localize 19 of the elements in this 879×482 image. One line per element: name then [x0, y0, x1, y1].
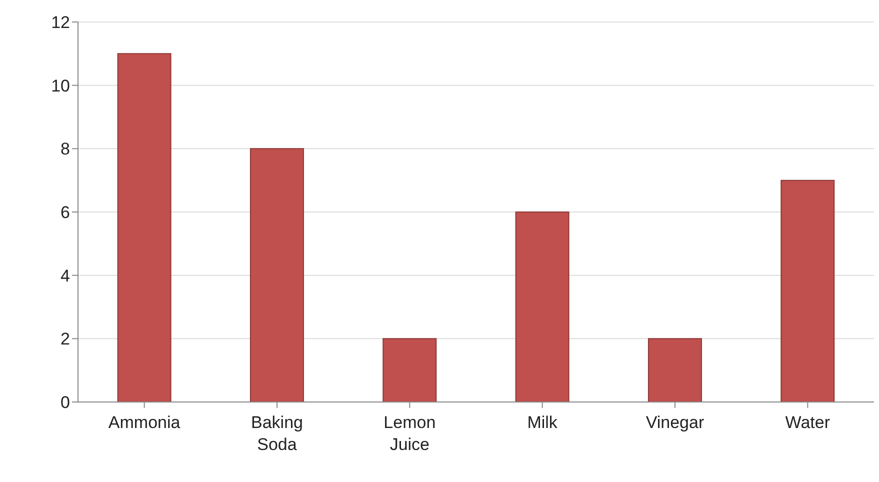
y-tick-label: 2	[60, 330, 70, 349]
x-tick-label: Ammonia	[108, 413, 181, 432]
bar	[515, 212, 570, 402]
x-tick-label: Water	[785, 413, 830, 432]
x-tick-label: Vinegar	[646, 413, 704, 432]
y-tick-label: 12	[51, 13, 70, 32]
x-tick-label: Lemon Juice	[384, 413, 436, 454]
bar	[780, 180, 835, 402]
bar	[382, 338, 437, 402]
y-tick-label: 4	[60, 266, 70, 286]
y-tick-label: 10	[51, 76, 70, 96]
y-tick-label: 6	[60, 203, 70, 222]
x-tick-label: Milk	[527, 413, 558, 432]
y-tick-label: 8	[60, 140, 70, 159]
y-tick-label: 0	[60, 393, 70, 412]
bar	[117, 53, 172, 402]
bar	[648, 338, 702, 402]
bar	[250, 148, 304, 402]
x-tick-label: Baking Soda	[251, 413, 303, 454]
